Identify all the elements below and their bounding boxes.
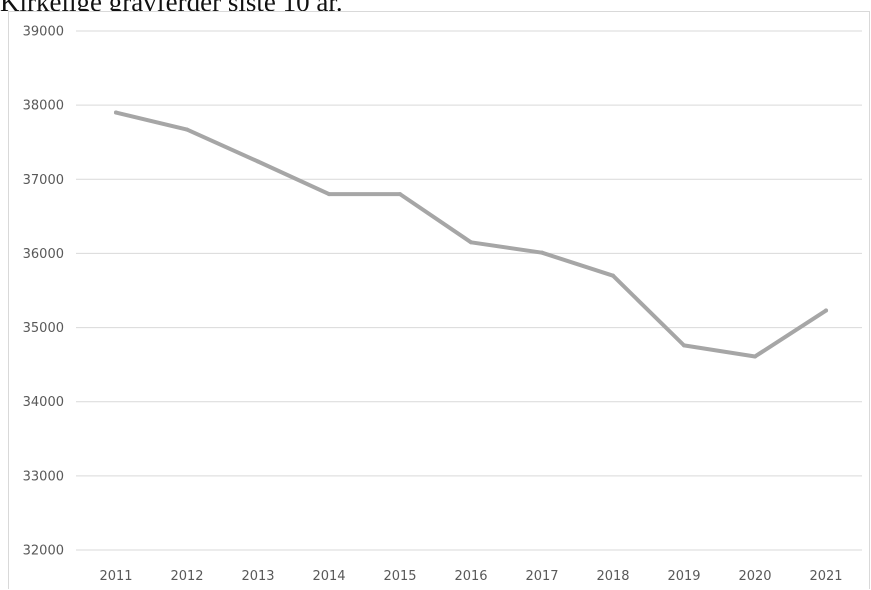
y-tick-label: 38000	[23, 99, 64, 114]
data-point-2017	[540, 250, 544, 255]
data-point-2020	[753, 354, 757, 359]
x-tick-label: 2018	[596, 569, 629, 584]
data-point-2011	[114, 110, 118, 115]
chart-frame	[8, 11, 870, 589]
x-tick-label: 2012	[170, 569, 203, 584]
x-tick-label: 2015	[383, 569, 416, 584]
series-line	[114, 110, 828, 359]
y-tick-label: 36000	[23, 247, 64, 262]
series-layer	[114, 110, 828, 359]
data-point-2016	[469, 240, 473, 245]
data-point-2012	[185, 127, 189, 132]
x-tick-label: 2014	[312, 569, 345, 584]
data-point-2018	[611, 273, 615, 278]
y-tick-label: 35000	[23, 321, 64, 336]
data-point-2019	[682, 343, 686, 348]
y-tick-label: 39000	[23, 25, 64, 40]
x-axis-tick-labels: 2011 2012 2013 2014 2015 2016 2017 2018 2019 2020…	[99, 569, 842, 584]
x-tick-label: 2016	[454, 569, 487, 584]
y-tick-label: 32000	[23, 544, 64, 559]
data-point-2013	[256, 159, 260, 164]
x-tick-label: 2019	[667, 569, 700, 584]
y-tick-label: 33000	[23, 469, 64, 484]
data-point-2015	[398, 192, 402, 197]
x-tick-label: 2011	[99, 569, 132, 584]
data-point-2014	[327, 192, 331, 197]
data-point-2021	[824, 308, 828, 313]
gridlines	[76, 30, 862, 551]
y-axis-tick-labels: 32000 33000 34000 35000 36000 37000 38000 39000	[23, 25, 64, 559]
y-tick-label: 34000	[23, 395, 64, 410]
x-tick-label: 2021	[809, 569, 842, 584]
y-tick-label: 37000	[23, 173, 64, 188]
x-tick-label: 2013	[241, 569, 274, 584]
x-tick-label: 2020	[738, 569, 771, 584]
x-tick-label: 2017	[525, 569, 558, 584]
